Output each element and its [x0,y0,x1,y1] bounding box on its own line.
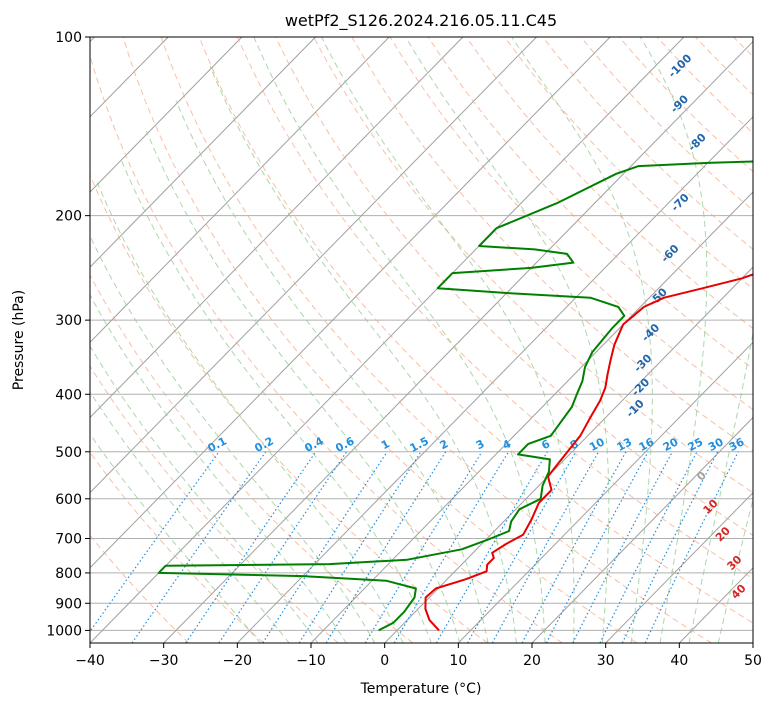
y-tick-label: 500 [55,445,82,461]
mixing-ratio-label: 25 [686,435,706,454]
isotherm-line [310,191,753,643]
dry-adiabat [90,173,488,643]
mixing-ratio-label: 10 [587,435,607,454]
y-tick-label: 200 [55,209,82,225]
chart-title: wetPf2_S126.2024.216.05.11.C45 [285,11,557,31]
isotherm-line [90,37,685,643]
isotherm-line [605,491,753,643]
dry-adiabat [90,365,339,643]
moist-adiabat [639,37,708,643]
y-tick-label: 700 [55,532,82,548]
mixing-ratio-line [545,451,649,643]
plot-frame [89,36,754,644]
moist-adiabat [175,100,489,643]
mixing-ratio-label: 16 [637,435,657,454]
isotherm-line [457,341,753,643]
dry-adiabat [542,37,753,250]
isotherm-line [236,116,753,643]
dry-adiabat [90,53,563,643]
dry-adiabat [427,37,753,370]
y-axis-title: Pressure (hPa) [11,290,27,390]
x-tick-label: −20 [223,653,253,669]
y-tick-label: 900 [55,596,82,612]
isotherm-line [90,37,243,193]
moist-adiabat [90,293,347,643]
x-tick-label: 20 [523,653,541,669]
isotherm-line [90,37,316,268]
dry-adiabat [90,451,264,643]
x-tick-label: 40 [670,653,688,669]
mixing-ratio-label: 30 [706,435,726,454]
isotherm-line [90,37,537,494]
x-tick-label: 0 [380,653,389,669]
profile-lines [157,160,753,632]
moist-adiabat [90,345,319,643]
y-tick-label: 400 [55,387,82,403]
mixing-ratio-label: 13 [615,435,635,454]
mixing-ratio-line [364,451,483,643]
dry-adiabat [198,37,753,624]
x-axis-title: Temperature (°C) [360,681,482,697]
moist-adiabat [688,330,753,643]
moist-adiabat [405,37,610,643]
y-axis: 1000 900 800 700 600 500 400 300 200 100 [46,30,90,639]
x-tick-label: −30 [149,653,179,669]
mixing-ratio-line [218,451,348,643]
mixing-ratio-label: 36 [727,435,747,454]
mixing-ratio-line [90,451,220,633]
y-tick-label: 100 [55,30,82,46]
dewpoint-line [157,160,753,632]
dry-adiabat [122,37,638,643]
moist-adiabat [209,66,517,643]
moist-adiabat [321,37,575,643]
mixing-ratio-label: 20 [661,435,681,454]
x-tick-label: 50 [744,653,762,669]
moist-adiabat [90,433,261,643]
background-lines [90,37,753,643]
x-tick-label: 30 [597,653,615,669]
y-tick-label: 300 [55,313,82,329]
y-tick-label: 1000 [46,623,82,639]
mixing-ratio-line [185,451,317,643]
isotherm-line [531,416,753,643]
y-tick-label: 800 [55,566,82,582]
mixing-ratio-line [621,451,719,643]
dry-adiabat [160,37,712,643]
isotherm-line [90,37,390,344]
mixing-ratio-line [393,451,510,643]
isotherm-line [90,37,464,419]
temperature-line [424,273,753,632]
moist-adiabat [119,157,432,643]
isotherm-line [90,37,611,569]
mixing-ratio-line [131,451,267,643]
dry-adiabat [275,37,753,536]
moist-adiabat [96,182,404,643]
x-tick-label: −40 [75,653,105,669]
moist-adiabat [90,234,376,643]
y-tick-label: 600 [55,492,82,508]
dry-adiabat [313,37,753,494]
dry-adiabat [580,37,753,211]
moist-adiabat [717,497,753,643]
x-axis: −40 −30 −20 −10 0 10 20 30 40 50 [75,643,762,669]
dry-adiabat [237,37,753,580]
isotherm-line [163,40,753,643]
x-tick-label: −10 [296,653,326,669]
dry-adiabat [90,273,414,643]
moist-adiabat [511,37,653,643]
mixing-ratio-line [491,451,600,643]
moist-adiabat [90,391,290,643]
mixing-ratio-line [521,451,627,643]
x-tick-label: 10 [449,653,467,669]
mixing-ratio-line [298,451,422,643]
moist-adiabat [253,37,546,643]
mixing-ratio-line [644,451,739,643]
